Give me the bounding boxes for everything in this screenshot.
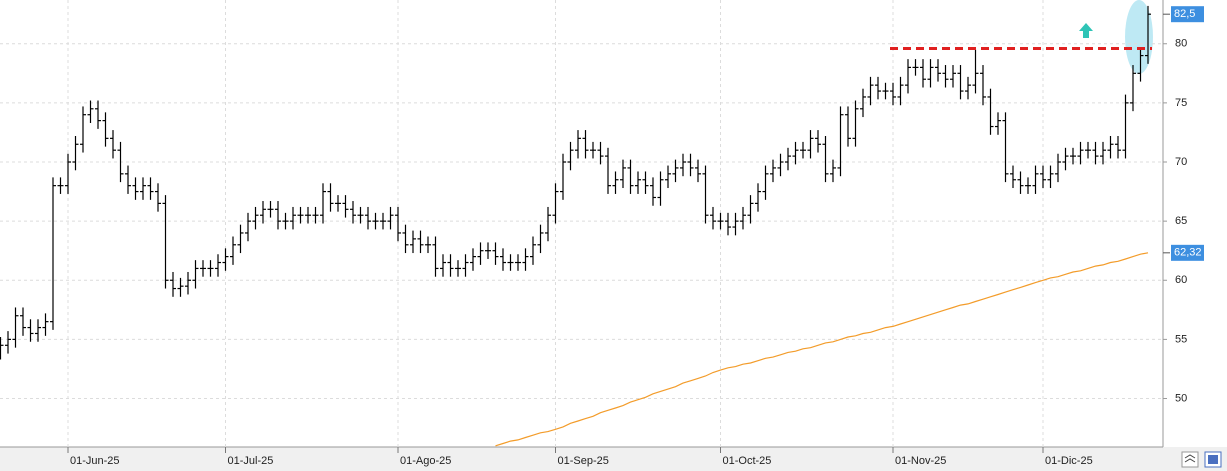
x-tick-label: 01-Oct-25	[723, 455, 772, 467]
x-tick-label: 01-Ago-25	[400, 455, 451, 467]
scroll-icon	[1184, 454, 1196, 463]
x-tick-label: 01-Jul-25	[228, 455, 274, 467]
y-tick-label: 70	[1175, 156, 1187, 168]
y-tick-label: 55	[1175, 333, 1187, 345]
y-tick-label: 50	[1175, 392, 1187, 404]
moving-average	[495, 252, 1149, 447]
price-tag-label: 62,32	[1174, 247, 1202, 259]
y-tick-label: 60	[1175, 274, 1187, 286]
x-axis-strip	[0, 447, 1227, 471]
price-tag	[1171, 244, 1204, 261]
x-tick-label: 01-Dic-25	[1045, 455, 1093, 467]
y-tick-label: 75	[1175, 97, 1187, 109]
y-tick-label: 80	[1175, 38, 1187, 50]
save-icon	[1208, 455, 1218, 464]
x-tick-label: 01-Sep-25	[558, 455, 609, 467]
price-tag-label: 82,5	[1174, 8, 1195, 20]
highlight-ellipse	[1125, 0, 1153, 74]
x-tick-label: 01-Jun-25	[70, 455, 120, 467]
y-tick-label: 65	[1175, 215, 1187, 227]
price-tag	[1171, 6, 1204, 23]
up-arrow	[1079, 23, 1093, 38]
x-tick-label: 01-Nov-25	[895, 455, 946, 467]
